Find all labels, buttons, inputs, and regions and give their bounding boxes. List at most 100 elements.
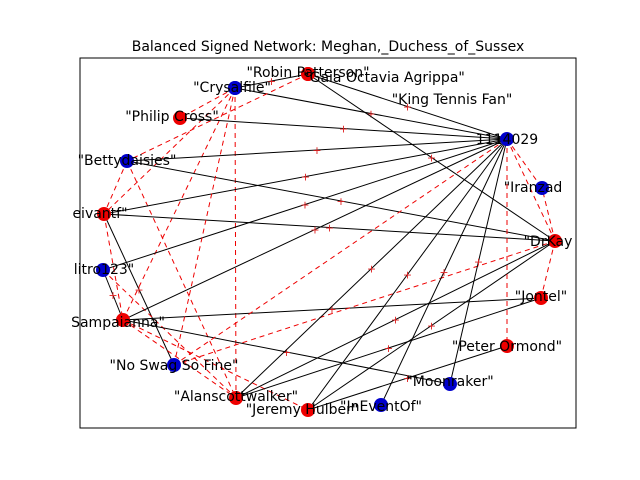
edge-sampa-jontel bbox=[122, 297, 542, 321]
edge-eivantf-noswag bbox=[103, 213, 175, 366]
edge-sign-label: + bbox=[474, 256, 483, 269]
edge-crys-philip bbox=[179, 87, 236, 119]
node-eivantf bbox=[97, 207, 111, 221]
chart-title: Balanced Signed Network: Meghan,_Duchess… bbox=[132, 39, 525, 55]
node-betty bbox=[120, 154, 134, 168]
edge-sign-label: + bbox=[301, 171, 310, 184]
node-litro bbox=[96, 263, 110, 277]
node-philip bbox=[173, 111, 187, 125]
node-label-philip: "Philip Cross" bbox=[125, 109, 219, 125]
node-label-inevent: "InEventOf" bbox=[340, 399, 422, 415]
node-label-crys: "Crysalfile" bbox=[193, 80, 271, 96]
node-label-n1114029: 1114029 bbox=[476, 132, 538, 148]
node-iranzad bbox=[535, 181, 549, 195]
edge-betty-n1114029 bbox=[126, 138, 508, 162]
edge-alans-drkay bbox=[235, 240, 556, 399]
edge-jeremy-n1114029 bbox=[307, 138, 508, 411]
node-jeremy bbox=[301, 403, 315, 417]
node-layer bbox=[96, 67, 562, 417]
edge-robin-betty bbox=[126, 73, 309, 162]
edge-sign-label: + bbox=[325, 222, 334, 235]
edge-n1114029-drkay bbox=[506, 138, 556, 242]
node-label-moon: "Moonraker" bbox=[406, 374, 493, 390]
edge-sign-label: + bbox=[312, 144, 321, 157]
node-label-jontel: "Jontel" bbox=[515, 289, 567, 305]
edge-sign-label: + bbox=[403, 101, 412, 114]
node-label-drkay: "DrKay bbox=[524, 234, 573, 250]
edge-inevent-n1114029 bbox=[380, 138, 508, 406]
edge-drkay-jontel bbox=[540, 240, 556, 299]
edge-betty-eivantf bbox=[103, 160, 128, 215]
node-noswag bbox=[167, 358, 181, 372]
node-label-betty: "Bettydaisies" bbox=[78, 153, 177, 169]
edge-sampa-n1114029 bbox=[122, 138, 508, 321]
node-label-litro: litro123" bbox=[74, 262, 134, 278]
node-label-peter: "Peter Ormond" bbox=[452, 339, 562, 355]
edge-betty-alans bbox=[126, 160, 237, 399]
edge-layer: ++++++++++++++++++++++++ bbox=[102, 68, 556, 411]
edge-betty-drkay bbox=[126, 160, 556, 242]
edge-sign-label: + bbox=[427, 320, 436, 333]
edge-sign-label: + bbox=[403, 372, 412, 385]
edge-moon-n1114029 bbox=[449, 138, 508, 385]
node-label-king: "King Tennis Fan" bbox=[392, 92, 513, 108]
node-label-gaia: "Gaia Octavia Agrippa" bbox=[303, 70, 465, 86]
node-drkay bbox=[548, 234, 562, 248]
edge-sign-label: + bbox=[134, 284, 143, 297]
node-gaia bbox=[301, 67, 315, 81]
edge-sign-label: + bbox=[310, 224, 319, 237]
node-label-jeremy: "Jeremy Hulber" bbox=[246, 402, 359, 418]
edge-robin-drkay bbox=[307, 73, 556, 242]
edge-noswag-drkay bbox=[173, 240, 556, 366]
edge-sampa-jeremy bbox=[122, 319, 309, 411]
node-sampa bbox=[116, 313, 130, 327]
edge-sign-label: + bbox=[336, 195, 345, 208]
node-label-noswag: "No Swag So Fine" bbox=[110, 358, 239, 374]
node-moon bbox=[443, 377, 457, 391]
node-king bbox=[228, 81, 242, 95]
edge-sign-label: + bbox=[439, 266, 448, 279]
edge-crys-noswag bbox=[173, 87, 236, 366]
edge-litro-alans bbox=[102, 269, 237, 399]
edge-n1114029-iranzad bbox=[506, 138, 543, 189]
label-layer: "Robin Patterson""Gaia Octavia Agrippa" "… bbox=[71, 65, 572, 418]
node-label-sampa: Sampaianna" bbox=[71, 315, 165, 331]
edge-sign-label: + bbox=[108, 289, 117, 302]
node-label-robin: "Robin Patterson" bbox=[246, 65, 369, 81]
edge-crys-alans bbox=[234, 87, 237, 399]
edge-sign-label: + bbox=[327, 303, 336, 316]
edge-sign-label: + bbox=[300, 199, 309, 212]
edge-sign-label: + bbox=[282, 346, 291, 359]
edge-sign-label: + bbox=[391, 314, 400, 327]
node-label-eivantf: eivantf" bbox=[72, 206, 127, 222]
edge-alans-n1114029 bbox=[235, 138, 508, 399]
edge-sign-label: + bbox=[267, 75, 276, 88]
edge-eivantf-drkay bbox=[103, 213, 556, 242]
edge-crys-sampa bbox=[122, 87, 236, 321]
node-alans bbox=[229, 391, 243, 405]
edge-drkay-iranzad bbox=[541, 187, 556, 242]
edge-eivantf-n1114029 bbox=[103, 138, 508, 215]
edge-philip-n1114029 bbox=[179, 117, 508, 140]
edge-sign-label: + bbox=[367, 263, 376, 276]
node-label-iranzad: "Iranzad bbox=[504, 180, 563, 196]
node-jontel bbox=[534, 291, 548, 305]
edge-sign-label: + bbox=[366, 108, 375, 121]
edge-crys-n1114029 bbox=[234, 87, 508, 140]
edge-robin-king bbox=[234, 73, 309, 89]
edge-jeremy-peter bbox=[307, 345, 508, 411]
edge-sign-label: + bbox=[427, 152, 436, 165]
edge-sign-label: + bbox=[384, 342, 393, 355]
edge-litro-sampa bbox=[102, 269, 124, 321]
edge-sampa-alans bbox=[122, 319, 237, 399]
edge-litro-n1114029 bbox=[102, 138, 508, 271]
node-label-alans: "Alanscottwalker" bbox=[174, 389, 298, 405]
node-peter bbox=[500, 339, 514, 353]
edge-noswag-n1114029 bbox=[173, 138, 508, 366]
edge-sign-label: + bbox=[339, 123, 348, 136]
edge-robin-n1114029 bbox=[307, 73, 508, 140]
edge-alans-jontel bbox=[235, 297, 542, 399]
plot-frame bbox=[79, 57, 577, 429]
edge-jeremy-drkay bbox=[307, 240, 556, 411]
